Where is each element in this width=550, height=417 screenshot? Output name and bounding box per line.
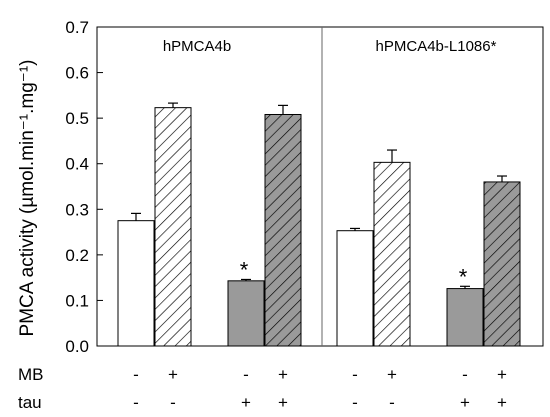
mb-sign: - xyxy=(243,365,249,384)
bars: * * xyxy=(117,102,521,347)
mb-sign: - xyxy=(133,365,139,384)
y-tick-label: 0.2 xyxy=(65,246,89,265)
panel-titles: hPMCA4b hPMCA4b-L1086* xyxy=(163,38,497,55)
bar xyxy=(117,220,155,347)
mb-sign: - xyxy=(462,365,468,384)
bar xyxy=(264,113,302,347)
tau-sign: - xyxy=(352,393,358,412)
plot-area xyxy=(96,26,544,347)
bar xyxy=(336,230,374,347)
tau-sign: + xyxy=(460,393,470,412)
bar xyxy=(154,107,192,347)
y-tick-label: 0.4 xyxy=(65,155,89,174)
y-tick-label: 0.7 xyxy=(65,18,89,37)
bar xyxy=(373,161,411,347)
tau-sign: + xyxy=(241,393,251,412)
tau-sign: - xyxy=(133,393,139,412)
condition-rows: - - + - - + + + - - + - - + + + MB tau xyxy=(18,365,507,412)
tau-sign: - xyxy=(170,393,176,412)
y-tick-label: 0.1 xyxy=(65,291,89,310)
tau-sign: + xyxy=(278,393,288,412)
y-axis: 0.0 0.1 0.2 0.3 0.4 0.5 0.6 0.7 xyxy=(65,18,103,356)
plot-frame xyxy=(96,26,544,347)
bar xyxy=(227,280,265,347)
mb-sign: + xyxy=(168,365,178,384)
bar xyxy=(483,181,521,347)
panel-title: hPMCA4b xyxy=(163,38,231,55)
mb-row-label: MB xyxy=(18,365,44,384)
tau-sign: - xyxy=(389,393,395,412)
y-tick-label: 0.6 xyxy=(65,64,89,83)
mb-sign: + xyxy=(278,365,288,384)
y-tick-label: 0.3 xyxy=(65,200,89,219)
y-tick-label: 0.5 xyxy=(65,109,89,128)
mb-sign: + xyxy=(387,365,397,384)
tau-sign: + xyxy=(497,393,507,412)
y-tick-label: 0.0 xyxy=(65,337,89,356)
mb-sign: + xyxy=(497,365,507,384)
significance-star: * xyxy=(240,257,249,282)
significance-star: * xyxy=(459,264,468,289)
mb-sign: - xyxy=(352,365,358,384)
panel-title: hPMCA4b-L1086* xyxy=(376,38,497,55)
y-axis-label: PMCA activity (µmol.min⁻¹.mg⁻¹) xyxy=(17,60,38,337)
bar xyxy=(446,288,484,347)
tau-row-label: tau xyxy=(18,393,42,412)
